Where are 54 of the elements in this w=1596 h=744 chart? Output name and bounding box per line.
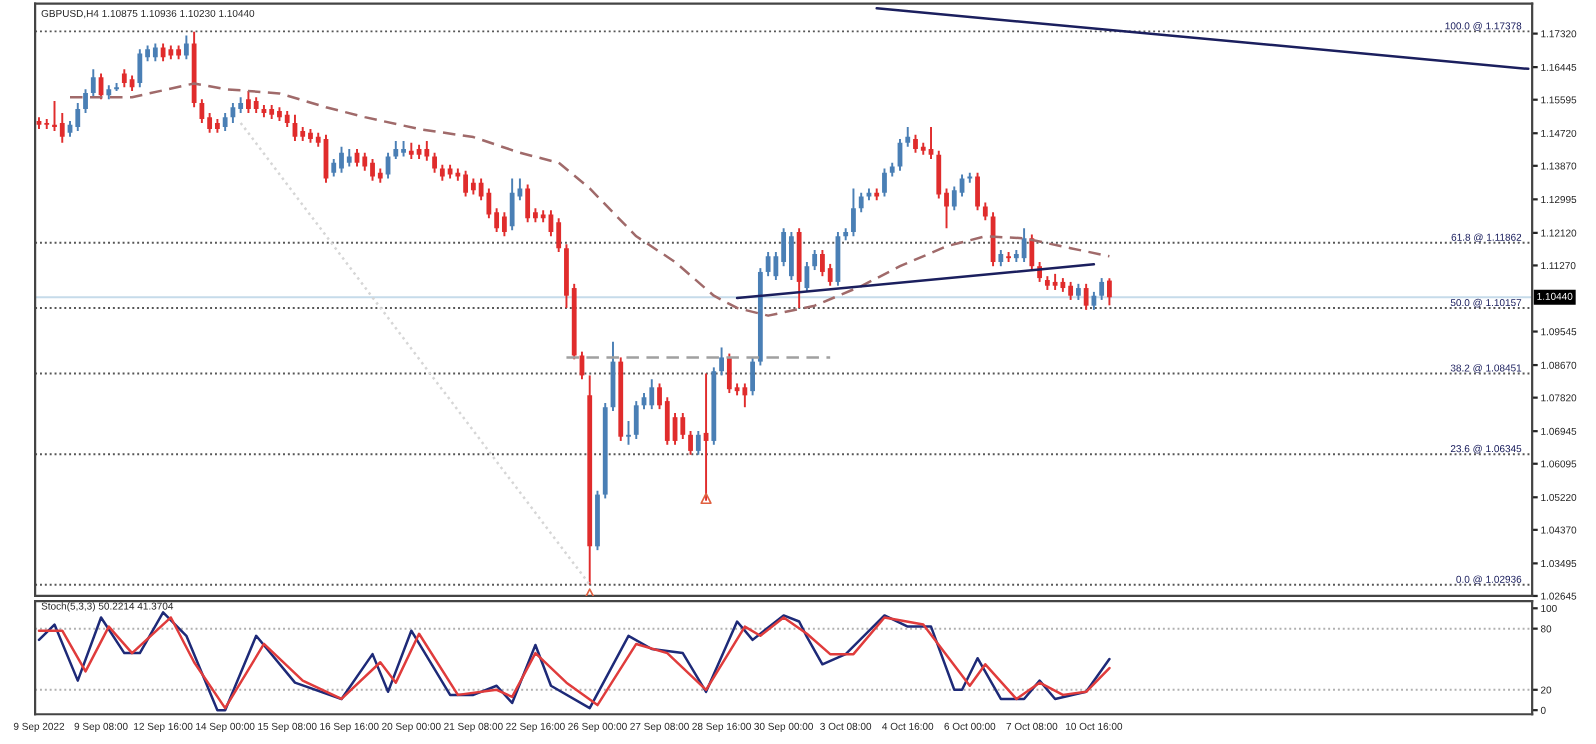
candlestick <box>486 187 492 220</box>
candlestick <box>183 34 189 61</box>
candlestick <box>851 187 856 238</box>
candlestick <box>90 68 96 99</box>
candlestick <box>905 126 911 148</box>
candlestick <box>936 149 942 200</box>
candlestick <box>742 382 748 409</box>
candlestick <box>75 102 81 132</box>
candlestick <box>137 48 143 89</box>
candlestick <box>913 133 918 154</box>
candlestick <box>765 251 771 278</box>
candlestick <box>432 151 437 174</box>
line-series <box>68 82 1111 317</box>
candlestick <box>726 352 732 395</box>
candlestick <box>83 88 88 114</box>
candlestick <box>525 183 531 224</box>
candlestick <box>199 98 205 124</box>
candlestick <box>649 378 655 411</box>
candlestick <box>975 171 980 212</box>
candlestick <box>52 100 57 132</box>
candlestick <box>1029 233 1035 272</box>
candlestick <box>1099 277 1105 301</box>
candlestick <box>556 217 562 253</box>
candlestick <box>207 111 213 134</box>
candlestick <box>688 430 693 456</box>
candlestick <box>626 420 631 446</box>
candlestick <box>121 68 127 89</box>
candlestick <box>695 430 701 456</box>
candlestick <box>951 185 957 212</box>
candlestick <box>509 177 515 232</box>
candlestick <box>1107 277 1112 307</box>
candlestick <box>788 231 794 281</box>
candlestick <box>393 139 399 160</box>
candlestick <box>882 167 887 198</box>
candlestick <box>812 249 818 272</box>
candlestick <box>781 227 787 268</box>
candlestick <box>463 169 469 198</box>
candlestick <box>370 157 375 182</box>
candlestick <box>719 346 724 377</box>
candlestick <box>1068 280 1074 301</box>
candlestick <box>246 90 251 114</box>
candlestick <box>1083 282 1089 311</box>
candlestick <box>222 111 228 132</box>
candlestick <box>827 262 833 287</box>
candlestick <box>59 111 65 144</box>
candlestick <box>633 400 639 440</box>
candlestick <box>750 356 756 397</box>
candlestick <box>820 249 825 278</box>
candlestick <box>501 211 507 238</box>
candlestick <box>858 191 864 214</box>
candlestick <box>339 145 344 174</box>
candlestick <box>362 151 368 172</box>
candlestick <box>680 412 686 440</box>
candlestick <box>424 139 430 162</box>
